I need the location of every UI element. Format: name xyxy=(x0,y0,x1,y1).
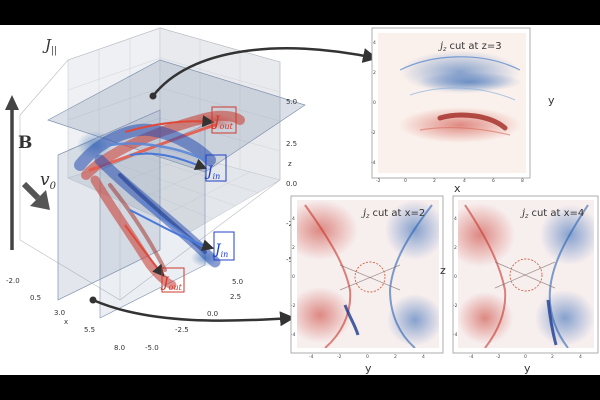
panel-x2-x-tick-3: 2 xyxy=(394,354,397,360)
panel-x2-y-tick-4: -4 xyxy=(291,332,296,338)
connector-arrow-bottom xyxy=(92,298,295,327)
panel-x2-label: jz cut at x=2 xyxy=(361,208,425,220)
panel-x2: jz cut at x=2 y -4 -2 0 2 4 4 2 0 -2 -4 xyxy=(290,195,444,375)
panel-z3-x-tick-5: 8 xyxy=(521,178,524,184)
panel-z3-label: jz cut at z=3 xyxy=(438,41,502,53)
panel-x4-y-tick-3: -2 xyxy=(453,303,458,309)
panel-x4-y-label: z xyxy=(440,264,446,277)
z-axis-label: z xyxy=(288,160,292,168)
panel-z3-x-tick-4: 6 xyxy=(492,178,495,184)
panel-x2-y-tick-2: 0 xyxy=(292,274,295,280)
y-tick-2: 0.0 xyxy=(207,310,218,318)
y-tick-4: -5.0 xyxy=(145,344,159,352)
annotation-j-out-bottom-label: Jout xyxy=(160,275,183,292)
connector-dot-top xyxy=(149,92,157,100)
panel-x4-label: jz cut at x=4 xyxy=(520,208,584,220)
figure-svg: B v0 J|| -2.0 0.5 3.0 5.5 8.0 x 5.0 2.5 … xyxy=(5,27,599,375)
annotation-j-out-top-label: Jout xyxy=(211,114,234,131)
x-tick-2: 3.0 xyxy=(54,309,65,317)
panel-z3-x-label: x xyxy=(454,182,461,195)
x-tick-4: 8.0 xyxy=(114,344,125,352)
panel-z3-y-tick-3: -2 xyxy=(371,130,376,136)
panel-x4-x-label: y xyxy=(524,362,531,375)
z-tick-1: 2.5 xyxy=(286,140,297,148)
connector-arrow-top xyxy=(152,47,378,97)
panel-x4-x-tick-0: -4 xyxy=(469,354,474,360)
annotation-j-in-bottom: Jin xyxy=(129,209,235,261)
annotation-j-in-top-label: Jin xyxy=(204,164,220,181)
b-field-arrow-head xyxy=(5,95,19,110)
panel-z3-y-tick-0: 4 xyxy=(373,40,376,46)
panel-z3-y-tick-4: -4 xyxy=(371,160,376,166)
panel-z3-x-tick-3: 4 xyxy=(463,178,466,184)
annotation-j-out-bottom: Jout xyxy=(124,224,185,293)
x-tick-0: -2.0 xyxy=(6,277,20,285)
panel-z3-y-label: y xyxy=(548,94,555,107)
panel-x4-x-tick-2: 0 xyxy=(524,354,527,360)
panel-x2-y-tick-3: -2 xyxy=(291,303,296,309)
y-tick-1: 2.5 xyxy=(230,293,241,301)
v0-arrow xyxy=(21,181,50,210)
panel-x4-x-tick-3: 2 xyxy=(551,354,554,360)
field-title: J|| xyxy=(42,36,57,56)
panel-z3-x-tick-0: -2 xyxy=(376,178,381,184)
panel-x4-y-tick-2: 0 xyxy=(454,274,457,280)
panel-z3-x-tick-2: 2 xyxy=(433,178,436,184)
panel-z3-y-tick-2: 0 xyxy=(373,100,376,106)
panel-z3-x-tick-1: 0 xyxy=(404,178,407,184)
panel-x4-y-tick-4: -4 xyxy=(453,332,458,338)
panel-x2-x-label: y xyxy=(365,362,372,375)
panel-x4-x-tick-1: -2 xyxy=(496,354,501,360)
x-tick-3: 5.5 xyxy=(84,326,95,334)
panel-x2-x-tick-4: 4 xyxy=(422,354,425,360)
z-tick-4: -5 xyxy=(286,256,293,264)
panel-x4-y-tick-0: 4 xyxy=(454,216,457,222)
panel-x4-y-tick-1: 2 xyxy=(454,245,457,251)
panel-x4: jz cut at x=4 y z -4 -2 0 2 4 4 2 0 -2 -… xyxy=(440,195,599,375)
connector-dot-bottom xyxy=(89,296,97,304)
panel-x2-x-tick-1: -2 xyxy=(337,354,342,360)
y-tick-3: -2.5 xyxy=(175,326,189,334)
figure-canvas: B v0 J|| -2.0 0.5 3.0 5.5 8.0 x 5.0 2.5 … xyxy=(0,25,600,375)
annotation-j-in-bottom-label: Jin xyxy=(212,242,228,259)
x-axis-label: x xyxy=(64,318,68,326)
panel-x4-x-tick-4: 4 xyxy=(579,354,582,360)
panel-z3: jz cut at z=3 x y -2 0 2 4 6 8 4 2 0 -2 … xyxy=(371,27,555,195)
panel-z3-y-tick-1: 2 xyxy=(373,70,376,76)
x-tick-1: 0.5 xyxy=(30,294,41,302)
panel-x2-x-tick-2: 0 xyxy=(366,354,369,360)
panel-x2-x-tick-0: -4 xyxy=(309,354,314,360)
z-tick-0: 5.0 xyxy=(286,98,297,106)
z-tick-2: 0.0 xyxy=(286,180,297,188)
panel-x2-y-tick-1: 2 xyxy=(292,245,295,251)
b-field-label: B xyxy=(18,133,32,153)
y-tick-0: 5.0 xyxy=(232,278,243,286)
annotation-j-out-top: Jout xyxy=(124,106,237,134)
panel-x2-y-tick-0: 4 xyxy=(292,216,295,222)
annotation-j-in-top: Jin xyxy=(129,152,227,182)
v0-label: v0 xyxy=(40,170,57,192)
main-3d-plot: B v0 J|| -2.0 0.5 3.0 5.5 8.0 x 5.0 2.5 … xyxy=(5,27,306,352)
